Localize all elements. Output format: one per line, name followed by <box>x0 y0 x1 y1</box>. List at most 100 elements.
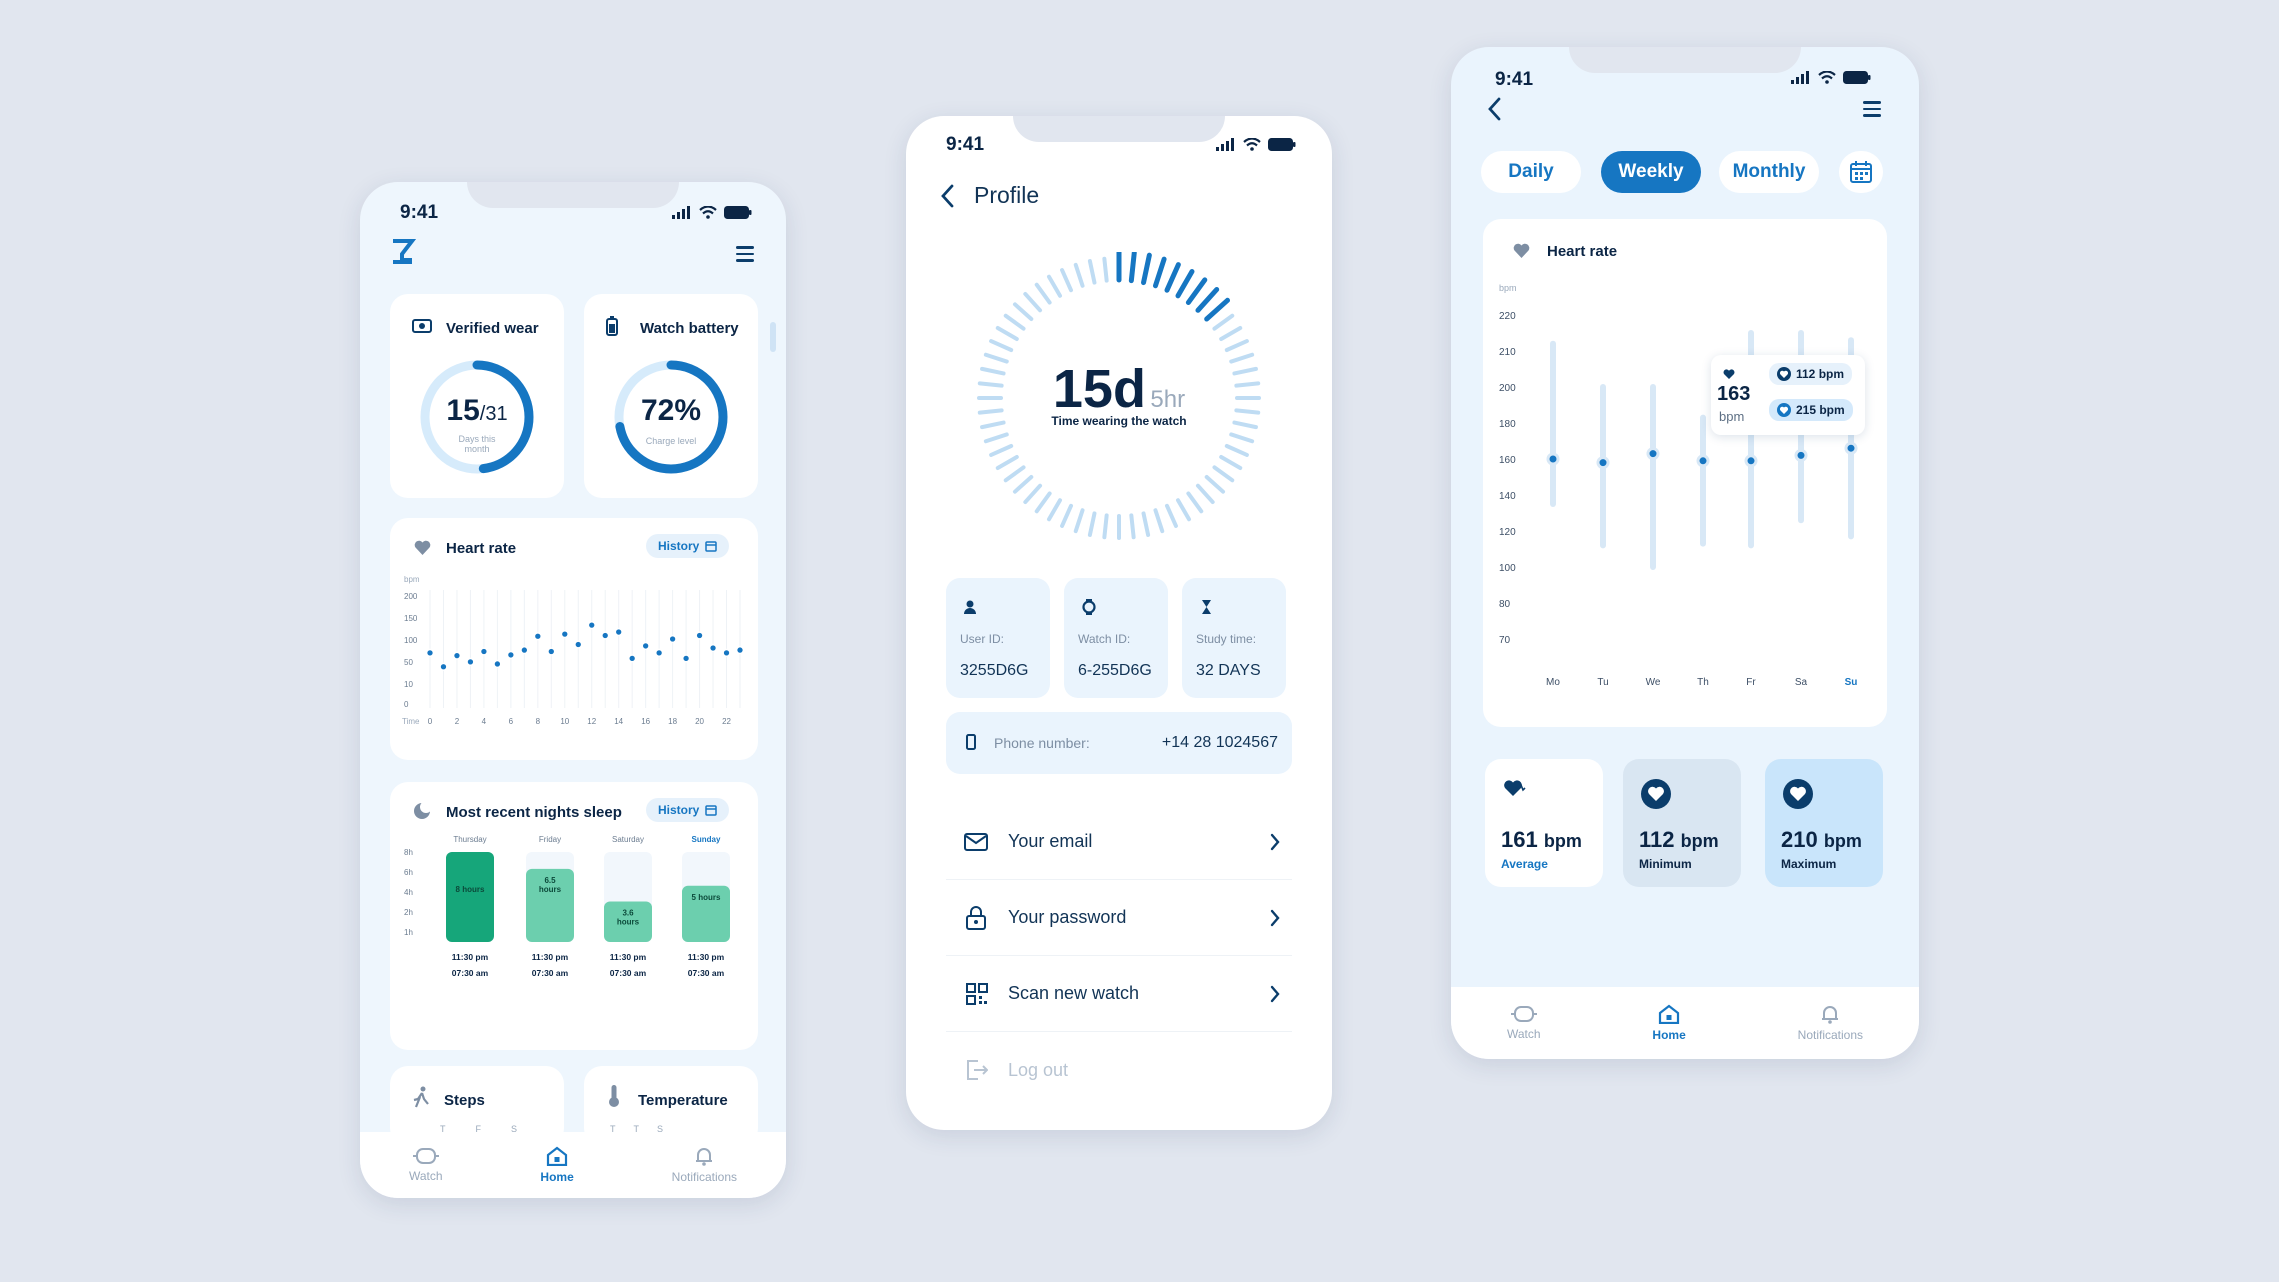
heart-rate-point <box>560 629 569 639</box>
y-tick-label: 160 <box>1499 455 1516 466</box>
password-label: Your password <box>1008 907 1127 927</box>
wear-hours: 5hr <box>1150 386 1186 413</box>
day-label: Friday <box>539 835 561 844</box>
tab-notifications[interactable]: Notifications <box>672 1146 737 1184</box>
watch-id-box: Watch ID: 6-255D6G <box>1064 578 1168 698</box>
ring-tick <box>1176 498 1191 522</box>
phone-profile: 9:41 Profile 15d 5hr Time wearing the wa… <box>906 116 1332 1130</box>
scan-watch-row[interactable]: Scan new watch <box>946 956 1292 1032</box>
menu-icon[interactable] <box>1863 101 1881 121</box>
ring-tick <box>1087 259 1097 285</box>
ring-tick <box>1153 508 1165 534</box>
ring-tick <box>1234 381 1261 388</box>
heart-rate-point <box>641 641 650 651</box>
x-tick-label: 18 <box>668 717 677 726</box>
history-label: History <box>658 539 700 553</box>
heart-history-button[interactable]: History <box>646 534 730 558</box>
logout-row[interactable]: Log out <box>946 1032 1292 1108</box>
sleep-history-button[interactable]: History <box>646 798 730 822</box>
day-label: S <box>657 1124 664 1134</box>
heart-rate-point <box>1546 452 1560 466</box>
user-id-value: 3255D6G <box>960 662 1029 679</box>
weekly-heart-rate-title: Heart rate <box>1547 243 1618 260</box>
x-axis-label: Time <box>402 717 420 726</box>
y-tick-label: 100 <box>404 636 418 645</box>
calendar-button[interactable] <box>1839 151 1883 193</box>
heart-rate-point <box>547 647 556 656</box>
tab-watch[interactable]: Watch <box>1507 1005 1541 1041</box>
sleep-bar <box>682 885 730 942</box>
verified-wear-title: Verified wear <box>446 320 539 337</box>
tab-notifications[interactable]: Notifications <box>1798 1004 1863 1042</box>
ring-tick <box>989 443 1014 457</box>
stat-maximum[interactable]: 210 bpm Maximum <box>1765 759 1883 887</box>
stat-average[interactable]: 161 bpm Average <box>1485 759 1603 887</box>
heart-rate-point <box>722 648 731 658</box>
temperature-title: Temperature <box>638 1092 728 1109</box>
stat-maximum-label: Maximum <box>1781 857 1837 871</box>
ring-tick <box>1034 282 1052 305</box>
sleep-chart: 8h 6h 4h 2h 1h Thursday 8 hours 11:30 pm 07:30 a… <box>404 835 730 978</box>
x-tick-label: 14 <box>614 717 623 726</box>
battery-value: 72% <box>640 394 702 427</box>
tooltip-high: 215 bpm <box>1769 399 1853 421</box>
heart-rate-point <box>506 650 516 660</box>
x-tick-label: Mo <box>1546 677 1560 688</box>
heart-rate-point <box>439 662 448 671</box>
tab-home[interactable]: Home <box>540 1146 574 1184</box>
watch-battery-card[interactable]: Watch battery 72% Charge level <box>584 294 758 498</box>
ring-tick <box>1034 491 1052 514</box>
back-icon[interactable] <box>1487 97 1501 121</box>
status-icons <box>1791 71 1871 84</box>
stat-number: 112 <box>1639 827 1675 852</box>
hourglass-icon <box>1202 600 1211 614</box>
email-row[interactable]: Your email <box>946 804 1292 880</box>
y-tick-label: 210 <box>1499 347 1516 358</box>
segment-weekly[interactable]: Weekly <box>1601 151 1701 193</box>
status-time: 9:41 <box>400 202 439 223</box>
heart-rate-card: Heart rate History bpm 200 150 100 50 10 0 Time… <box>390 518 758 760</box>
x-tick-label: Sa <box>1795 677 1808 688</box>
ring-tick <box>1229 352 1255 364</box>
sleep-end-time: 07:30 am <box>452 968 489 978</box>
ring-tick <box>1232 420 1258 430</box>
x-tick-label: 22 <box>722 717 731 726</box>
ring-tick <box>1003 313 1026 331</box>
back-icon[interactable] <box>940 184 954 208</box>
heart-rate-point <box>479 647 489 656</box>
logout-icon <box>967 1060 988 1080</box>
segment-monthly[interactable]: Monthly <box>1719 151 1819 193</box>
ring-tick <box>1012 474 1034 494</box>
ring-tick <box>1219 326 1243 341</box>
tab-label: Watch <box>408 1169 443 1183</box>
verified-wear-card[interactable]: Verified wear 15/31 Days this month <box>390 294 564 498</box>
heart-rate-point <box>425 648 435 658</box>
home-icon <box>1658 1004 1680 1024</box>
tab-watch[interactable]: Watch <box>409 1147 443 1183</box>
x-tick-label: 2 <box>455 717 460 726</box>
ring-tick <box>1219 455 1243 470</box>
ring-tick <box>1023 291 1043 313</box>
sleep-end-time: 07:30 am <box>610 968 647 978</box>
bell-icon <box>1822 1006 1839 1024</box>
password-row[interactable]: Your password <box>946 880 1292 956</box>
stat-minimum[interactable]: 112 bpm Minimum <box>1623 759 1741 887</box>
app-logo <box>393 239 416 264</box>
notch <box>467 182 679 208</box>
ring-tick <box>1224 443 1249 457</box>
tab-home[interactable]: Home <box>1652 1004 1686 1042</box>
x-tick-label: 10 <box>560 717 569 726</box>
sleep-start-time: 11:30 pm <box>610 952 647 962</box>
heart-rate-point <box>1844 441 1858 455</box>
scrollbar[interactable] <box>770 322 776 352</box>
heart-rate-point <box>574 640 583 649</box>
stat-number: 161 <box>1501 827 1538 852</box>
day-label: T <box>633 1124 640 1134</box>
y-tick-label: 70 <box>1499 635 1511 646</box>
ring-tick <box>1234 408 1261 415</box>
heart-icon <box>1513 243 1530 258</box>
menu-icon[interactable] <box>736 246 754 266</box>
segment-daily[interactable]: Daily <box>1481 151 1581 193</box>
ring-tick <box>1212 465 1235 483</box>
phone-dashboard: 9:41 Verified wear 15/31 Days this month… <box>360 182 786 1198</box>
